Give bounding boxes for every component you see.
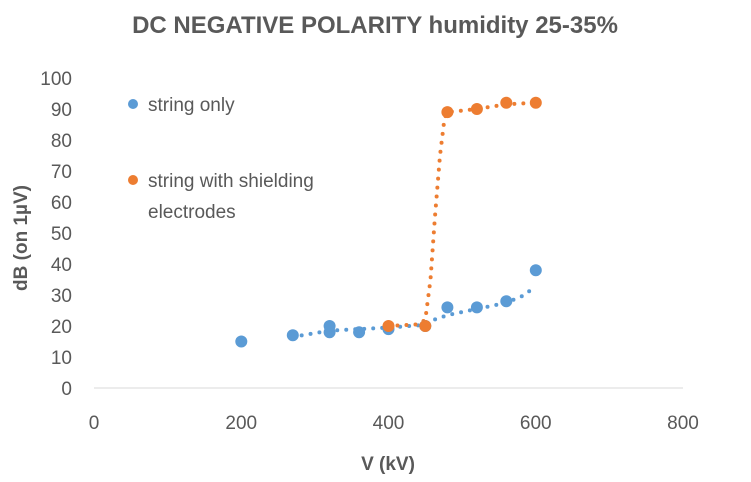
x-axis-ticks: 0 200 400 600 800 [89, 413, 699, 434]
y-tick-label: 70 [51, 162, 72, 183]
x-tick-label: 0 [89, 413, 100, 434]
chart-title: DC NEGATIVE POLARITY humidity 25-35% [132, 12, 618, 39]
data-point-series-1 [382, 320, 395, 332]
y-tick-label: 100 [40, 69, 72, 90]
y-tick-label: 60 [51, 193, 72, 214]
y-axis-title: dB (on 1µV) [11, 185, 32, 291]
x-tick-label: 800 [667, 413, 699, 434]
y-tick-label: 30 [51, 286, 72, 307]
x-tick-label: 600 [520, 413, 552, 434]
x-tick-label: 400 [373, 413, 405, 434]
data-point-series-1 [500, 96, 513, 109]
y-tick-label: 50 [51, 224, 72, 245]
data-point-series-0 [500, 295, 513, 308]
y-tick-label: 80 [51, 131, 72, 152]
x-tick-label: 200 [225, 413, 257, 434]
data-point-series-1 [529, 96, 542, 109]
y-tick-label: 20 [51, 317, 72, 338]
y-tick-label: 0 [61, 379, 72, 400]
data-point-series-0 [441, 301, 454, 314]
data-point-series-1 [441, 106, 454, 119]
data-point-series-1 [419, 320, 432, 332]
x-axis-title: V (kV) [361, 454, 415, 475]
data-point-series-0 [470, 301, 483, 314]
trendline-series-1 [386, 100, 538, 328]
legend-label-string-only: string only [148, 95, 235, 116]
data-points [235, 96, 542, 348]
data-point-series-0 [286, 329, 299, 342]
legend-marker-string-only [128, 99, 138, 109]
data-point-series-1 [470, 103, 483, 115]
y-tick-label: 40 [51, 255, 72, 276]
trendline-series-0 [290, 283, 538, 339]
y-axis-ticks: 0 10 20 30 40 50 60 70 80 90 100 [40, 69, 72, 400]
data-point-series-0 [323, 320, 336, 332]
y-tick-label: 90 [51, 100, 72, 121]
data-point-series-0 [235, 335, 248, 348]
legend: string only string with shielding electro… [128, 95, 314, 223]
data-point-series-0 [353, 326, 366, 339]
y-tick-label: 10 [51, 348, 72, 369]
legend-label-string-with-shielding: string with shielding electrodes [148, 171, 314, 223]
legend-marker-string-with-shielding [128, 175, 138, 185]
trendlines [290, 100, 538, 339]
data-point-series-0 [529, 264, 542, 277]
